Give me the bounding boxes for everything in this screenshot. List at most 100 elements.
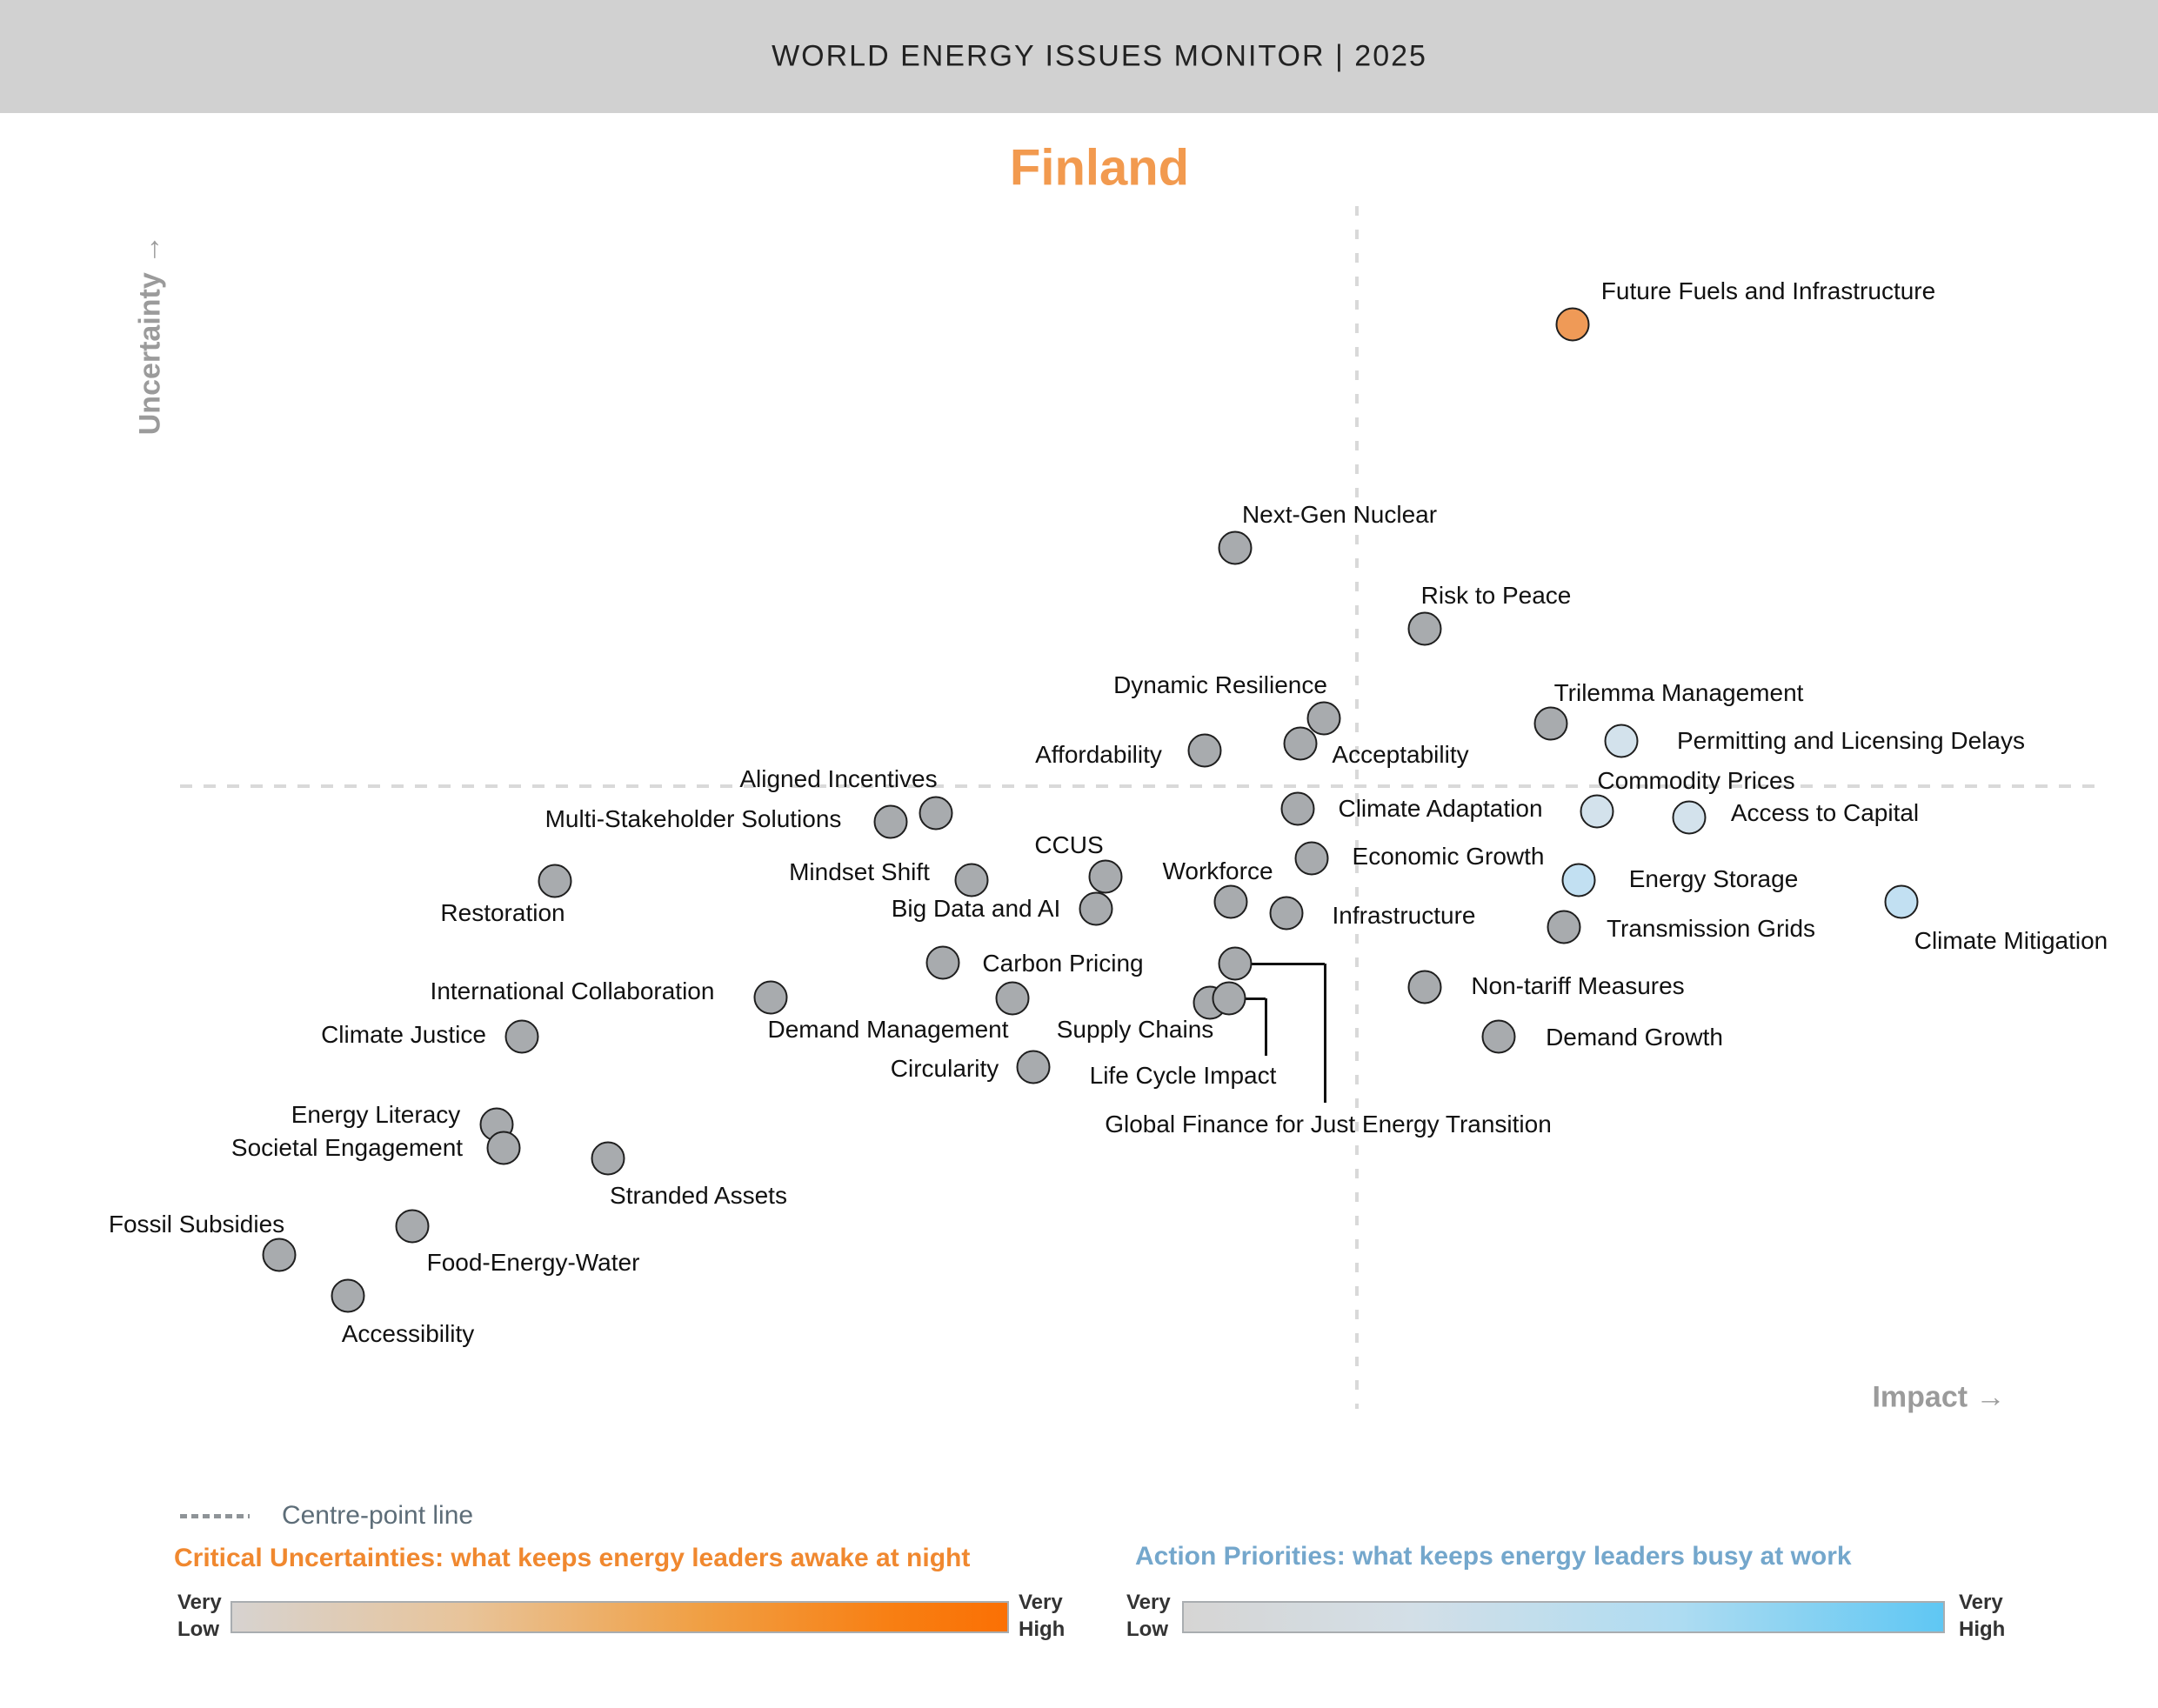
- y-axis-text: Uncertainty: [133, 272, 167, 436]
- issue-label-future-fuels-and-infrastructure: Future Fuels and Infrastructure: [1600, 277, 1936, 304]
- issue-dot-carbon-pricing: [925, 945, 960, 980]
- issue-dot-demand-growth: [1481, 1019, 1516, 1054]
- issue-label-circularity: Circularity: [890, 1055, 999, 1082]
- centre-point-line-horizontal: [180, 784, 2098, 788]
- issue-label-commodity-prices: Commodity Prices: [1597, 767, 1795, 794]
- critical-scale-very-high: Very High: [1019, 1590, 1066, 1641]
- issue-dot-climate-justice: [504, 1019, 539, 1054]
- issue-dot-risk-to-peace: [1407, 611, 1442, 646]
- issue-dot-restoration: [538, 864, 572, 898]
- issue-label-carbon-pricing: Carbon Pricing: [982, 950, 1144, 977]
- issue-dot-climate-adaptation: [1280, 791, 1315, 826]
- centre-point-line-vertical: [1355, 206, 1359, 1409]
- issue-dot-stranded-assets: [591, 1141, 625, 1176]
- issue-dot-access-to-capital: [1672, 800, 1707, 835]
- action-priorities-gradient-bar: [1182, 1601, 1945, 1633]
- issue-label-stranded-assets: Stranded Assets: [610, 1182, 787, 1209]
- issue-label-societal-engagement: Societal Engagement: [230, 1134, 464, 1161]
- connector-global-finance-for-just-energy-transition: [1235, 962, 1325, 965]
- x-axis-label: Impact →: [1872, 1381, 2005, 1415]
- issue-dot-mindset-shift: [954, 863, 989, 897]
- issue-label-multi-stakeholder-solutions: Multi-Stakeholder Solutions: [545, 805, 842, 832]
- issue-dot-next-gen-nuclear: [1218, 530, 1253, 565]
- up-arrow-icon: →: [133, 234, 167, 264]
- action-scale-very-low: Very Low: [1126, 1590, 1171, 1641]
- issue-label-acceptability: Acceptability: [1332, 741, 1469, 768]
- issue-dot-food-energy-water: [395, 1209, 430, 1244]
- issue-label-ccus: CCUS: [1034, 831, 1104, 858]
- centre-point-line-sample: [180, 1514, 250, 1518]
- issue-label-non-tariff-measures: Non-tariff Measures: [1471, 972, 1685, 999]
- connector-life-cycle-impact: [1264, 998, 1267, 1056]
- issue-dot-dynamic-resilience: [1306, 701, 1341, 736]
- issue-dot-acceptability: [1283, 726, 1318, 761]
- issue-label-access-to-capital: Access to Capital: [1730, 799, 1920, 826]
- issue-dot-transmission-grids: [1547, 910, 1581, 944]
- issue-label-restoration: Restoration: [440, 899, 565, 926]
- issue-label-global-finance-for-just-energy-transition: Global Finance for Just Energy Transitio…: [1105, 1111, 1552, 1138]
- issue-label-trilemma-management: Trilemma Management: [1553, 679, 1804, 706]
- issue-dot-big-data-and-ai: [1079, 891, 1113, 926]
- issue-label-permitting-and-licensing-delays: Permitting and Licensing Delays: [1677, 727, 2025, 754]
- issue-dot-societal-engagement: [486, 1131, 521, 1165]
- issue-label-demand-growth: Demand Growth: [1546, 1024, 1723, 1051]
- issue-label-dynamic-resilience: Dynamic Resilience: [1113, 671, 1327, 698]
- issue-dot-affordability: [1187, 733, 1222, 768]
- issue-dot-demand-management: [995, 981, 1030, 1016]
- y-axis-label: Uncertainty →: [134, 235, 168, 436]
- issue-dot-commodity-prices: [1580, 794, 1614, 829]
- centre-point-line-legend-label: Centre-point line: [281, 1501, 474, 1530]
- issue-label-demand-management: Demand Management: [767, 1016, 1009, 1043]
- issue-dot-infrastructure: [1269, 896, 1304, 931]
- issue-dot-circularity: [1016, 1050, 1051, 1084]
- issue-label-affordability: Affordability: [1035, 741, 1162, 768]
- issue-label-supply-chains: Supply Chains: [1056, 1016, 1214, 1043]
- issue-label-big-data-and-ai: Big Data and AI: [891, 895, 1061, 922]
- action-priorities-legend-title: Action Priorities: what keeps energy lea…: [1135, 1542, 1852, 1571]
- issue-label-next-gen-nuclear: Next-Gen Nuclear: [1241, 501, 1438, 528]
- issue-label-energy-literacy: Energy Literacy: [291, 1101, 461, 1128]
- issue-label-international-collaboration: International Collaboration: [430, 977, 715, 1004]
- country-title: Finland: [1009, 139, 1190, 197]
- issue-label-fossil-subsidies: Fossil Subsidies: [108, 1211, 285, 1238]
- issue-dot-multi-stakeholder-solutions: [873, 804, 908, 839]
- critical-uncertainties-legend-title: Critical Uncertainties: what keeps energ…: [174, 1544, 971, 1572]
- issue-dot-international-collaboration: [753, 980, 788, 1015]
- issue-label-workforce: Workforce: [1162, 857, 1273, 884]
- issue-label-food-energy-water: Food-Energy-Water: [426, 1249, 640, 1276]
- issue-label-infrastructure: Infrastructure: [1332, 902, 1476, 929]
- issue-dot-trilemma-management: [1533, 706, 1568, 741]
- issue-dot-workforce: [1213, 884, 1248, 919]
- connector-life-cycle-impact: [1229, 997, 1266, 1000]
- issue-dot-aligned-incentives: [919, 796, 953, 831]
- issue-label-life-cycle-impact: Life Cycle Impact: [1089, 1062, 1277, 1089]
- issue-label-energy-storage: Energy Storage: [1628, 865, 1799, 892]
- issue-dot-future-fuels-and-infrastructure: [1555, 307, 1590, 342]
- x-axis-text: Impact: [1872, 1380, 1968, 1414]
- issue-dot-energy-storage: [1561, 863, 1596, 897]
- issue-label-risk-to-peace: Risk to Peace: [1420, 582, 1572, 609]
- issue-label-climate-mitigation: Climate Mitigation: [1914, 927, 2108, 954]
- issue-label-climate-justice: Climate Justice: [321, 1021, 486, 1048]
- issue-label-accessibility: Accessibility: [341, 1320, 475, 1347]
- report-title: WORLD ENERGY ISSUES MONITOR | 2025: [772, 39, 1427, 73]
- issue-label-transmission-grids: Transmission Grids: [1606, 915, 1816, 942]
- issue-label-climate-adaptation: Climate Adaptation: [1338, 795, 1543, 822]
- issue-label-mindset-shift: Mindset Shift: [789, 858, 930, 885]
- issue-dot-permitting-and-licensing-delays: [1604, 724, 1639, 758]
- issue-label-aligned-incentives: Aligned Incentives: [739, 765, 938, 792]
- header-bar: WORLD ENERGY ISSUES MONITOR | 2025: [0, 0, 2158, 113]
- connector-global-finance-for-just-energy-transition: [1323, 964, 1326, 1103]
- issue-dot-ccus: [1088, 859, 1123, 894]
- action-scale-very-high: Very High: [1959, 1590, 2006, 1641]
- critical-uncertainties-gradient-bar: [230, 1601, 1009, 1633]
- issue-dot-climate-mitigation: [1884, 884, 1919, 919]
- right-arrow-icon: →: [1975, 1380, 2006, 1414]
- issue-dot-global-finance-for-just-energy-transition: [1218, 946, 1253, 981]
- issue-dot-life-cycle-impact: [1212, 981, 1246, 1016]
- issue-dot-economic-growth: [1294, 841, 1329, 876]
- issue-dot-accessibility: [331, 1278, 365, 1313]
- issue-dot-non-tariff-measures: [1407, 970, 1442, 1004]
- issue-label-economic-growth: Economic Growth: [1352, 843, 1545, 870]
- critical-scale-very-low: Very Low: [177, 1590, 222, 1641]
